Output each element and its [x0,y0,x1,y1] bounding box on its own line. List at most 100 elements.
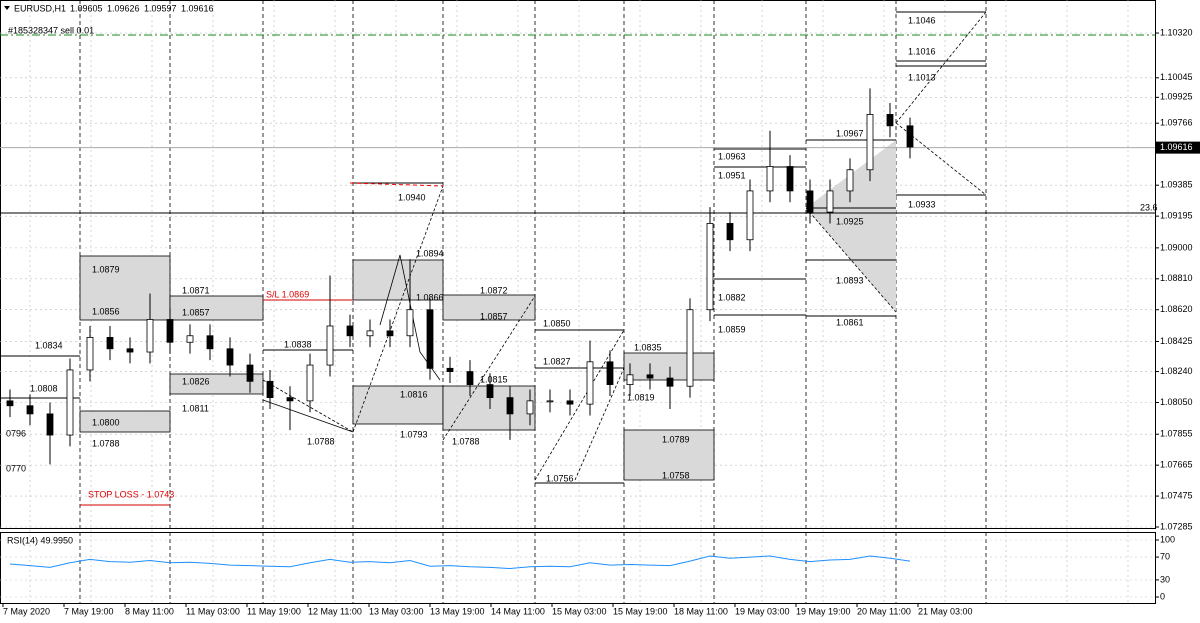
candle-body [566,400,574,405]
candle-body [126,348,134,353]
candle-body [706,223,714,311]
candle-body [746,190,754,241]
trend-line [262,379,354,433]
time-label: 20 May 11:00 [857,606,911,616]
annotation: 1.0756 [546,473,574,483]
time-label: 21 May 03:00 [918,606,973,616]
candle-body [486,384,494,399]
y-tick-label: 1.08240 [1160,366,1193,376]
annotation: 1.0856 [92,306,120,316]
time-label: 19 May 03:00 [735,606,790,616]
annotation: 23.6 [1140,202,1158,212]
price-tag-label: 1.09616 [1160,142,1193,152]
rsi-tick-label: 70 [1160,551,1170,561]
candle-body [786,166,794,192]
rsi-frame [0,532,1156,604]
zone-box [169,373,264,395]
time-label: 8 May 11:00 [125,606,174,616]
annotation: 1.1013 [908,72,936,82]
y-tick-label: 1.09385 [1160,180,1193,190]
symbol: EURUSD,H1 [14,3,66,13]
zone-box [79,255,171,321]
candle-body [346,325,354,337]
candle-body [406,309,414,337]
y-tick-label: 1.08810 [1160,273,1193,283]
candle-body [6,400,14,407]
trend-line [534,329,625,481]
rsi-title: RSI(14) 49.9950 [7,535,73,545]
candle-body [246,364,254,382]
annotation: 1.0838 [284,339,312,349]
candle-body [726,223,734,241]
trend-line [805,207,897,313]
header-value: 1.09605 [70,3,103,13]
rsi-line [9,555,911,570]
rsi-tick-label: 30 [1160,574,1170,584]
candle-body [366,330,374,337]
candle-body [46,413,54,436]
candle-body [166,319,174,343]
annotation: 1.0811 [182,403,209,413]
candle-body [206,335,214,350]
candle-body [646,374,654,379]
candle-body [666,377,674,387]
header-value: 1.09597 [144,3,177,13]
candle-body [606,361,614,385]
annotation: 1.0894 [416,248,444,258]
zone-box [623,352,715,381]
menu-arrow [4,6,10,10]
candle-body [66,369,74,436]
y-tick-label: 1.10320 [1160,27,1193,37]
candle-body [626,374,634,385]
annotation: 1.0758 [662,470,690,480]
candle-body [286,397,294,402]
candle-body [586,361,594,405]
candle-body [186,335,194,343]
trend-line [895,11,987,124]
candle-body [906,125,914,148]
annotation: 1.0788 [452,436,480,446]
annotation: 1.0933 [908,199,936,209]
annotation: 1.0893 [836,275,864,285]
candle-body [886,114,894,127]
annotation: 1.0967 [836,128,864,138]
time-label: 7 May 2020 [3,606,50,616]
candle-body [806,190,814,213]
zone-box [169,295,264,321]
annotation: 1.0963 [718,151,746,161]
annotation: 1.0872 [480,285,508,295]
annotation: 1.0816 [400,389,428,399]
candle-body [266,380,274,399]
zone-box [79,410,171,433]
series-layer [6,88,914,570]
trend-line [352,185,444,433]
candle-body [466,371,474,385]
y-tick-label: 1.09925 [1160,92,1193,102]
time-label: 13 May 03:00 [369,606,424,616]
annotation: 0796 [6,428,26,438]
annotation: 1.0819 [627,392,655,402]
candle-body [866,114,874,171]
candle-body [226,348,234,366]
annotation: 1.0835 [634,342,662,352]
annotation: 1.0951 [718,170,746,180]
y-tick-label: 1.09000 [1160,242,1193,252]
annotation: S/L 1.0869 [266,289,309,299]
trend-line [442,295,536,441]
candle-body [846,169,854,192]
red-trend [349,182,444,187]
y-tick-label: 1.08620 [1160,304,1193,314]
zone-box [352,385,444,425]
candle-body [86,336,94,371]
y-tick-label: 1.07665 [1160,460,1193,470]
candle-body [766,166,774,192]
annotation: 1.1046 [908,15,936,25]
annotation: 1.0859 [718,324,746,334]
candle-body [106,336,114,350]
annotation: 1.0793 [400,429,428,439]
candle-body [386,330,394,337]
annotation: 1.0925 [836,216,864,226]
y-tick-label: 1.09766 [1160,118,1193,128]
annotation: 1.0940 [398,192,426,202]
